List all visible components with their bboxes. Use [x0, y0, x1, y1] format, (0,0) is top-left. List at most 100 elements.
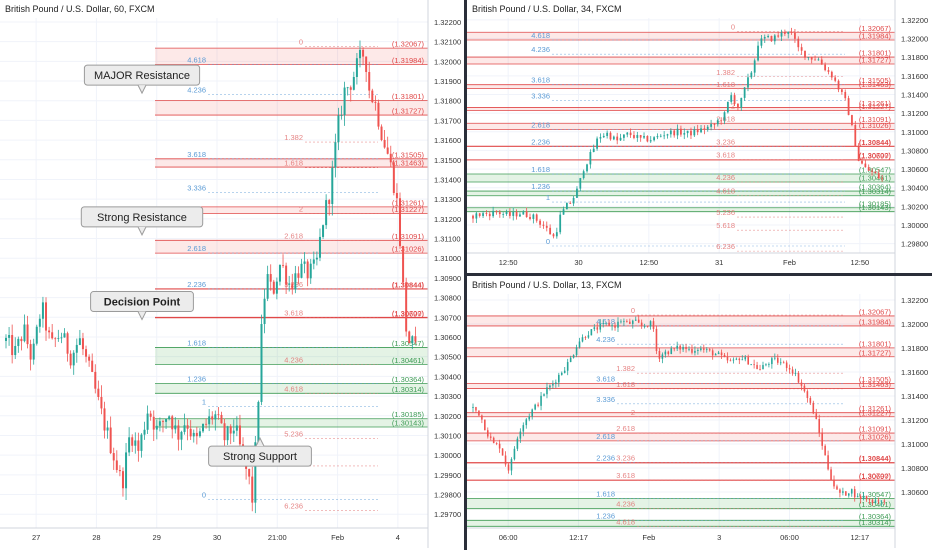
price-zone	[467, 520, 895, 527]
y-tick-label: 1.31600	[901, 368, 928, 377]
candle-body	[770, 36, 773, 42]
y-tick-label: 1.30600	[434, 333, 461, 342]
level-label: (1.30364)	[859, 183, 892, 192]
candle-body	[596, 138, 598, 149]
y-tick-label: 1.30700	[434, 313, 461, 322]
candle-body	[134, 440, 137, 446]
candle-body	[312, 259, 315, 264]
callout-text: Strong Support	[223, 451, 297, 463]
candle-body	[177, 425, 180, 440]
candle-body	[859, 496, 862, 500]
candle-body	[827, 455, 829, 470]
candle-body	[617, 321, 619, 328]
candle-body	[818, 419, 821, 433]
candle-body	[220, 414, 223, 424]
candle-body	[877, 173, 880, 179]
fib-label: 1.618	[284, 159, 303, 168]
candle-body	[69, 353, 72, 366]
level-label: (1.31505)	[392, 150, 425, 159]
fib-label: 2.618	[596, 432, 615, 441]
candle-body	[165, 418, 168, 422]
candle-body	[619, 137, 622, 141]
candle-body	[877, 500, 880, 502]
candle-body	[842, 491, 844, 493]
fib-label: 3.236	[284, 280, 303, 289]
candle-body	[481, 415, 483, 420]
candle-body	[549, 227, 552, 235]
candle-body	[411, 336, 414, 343]
candle-body	[735, 358, 738, 360]
candle-body	[337, 115, 340, 143]
candle-body	[783, 32, 786, 34]
candle-body	[94, 371, 97, 389]
chart-panel-60[interactable]: 1.32200 1.32100 1.32000 1.31900 1.31800 1.317…	[0, 0, 464, 550]
x-tick-label: 06:00	[499, 533, 518, 542]
y-tick-label: 1.29900	[434, 471, 461, 480]
fib-label: 6.236	[716, 242, 735, 251]
candle-body	[703, 348, 705, 350]
price-zone	[467, 412, 895, 417]
y-tick-label: 1.31700	[434, 116, 461, 125]
candles-group	[472, 27, 884, 239]
candle-body	[472, 407, 474, 408]
level-label: (1.30461)	[392, 356, 425, 365]
y-tick-label: 1.32200	[901, 16, 928, 25]
candle-body	[599, 137, 602, 139]
chart-panel-34[interactable]: 1.32200 1.32000 1.31800 1.31600 1.31400 1.312…	[467, 0, 932, 273]
candle-body	[392, 162, 395, 193]
annotation-callout[interactable]: Decision Point	[90, 291, 194, 321]
candle-body	[11, 335, 14, 356]
candle-body	[272, 281, 275, 294]
y-tick-label: 1.30100	[434, 431, 461, 440]
price-zone	[467, 32, 895, 41]
candle-body	[646, 326, 649, 327]
chart-34-svg[interactable]: 1.32200 1.32000 1.31800 1.31600 1.31400 1.312…	[467, 0, 932, 273]
fib-label: 2	[731, 102, 735, 111]
candle-body	[513, 448, 516, 460]
candle-body	[109, 427, 112, 454]
candle-body	[853, 489, 856, 498]
chart-title: British Pound / U.S. Dollar, 13, FXCM	[472, 280, 622, 290]
chart-13-svg[interactable]: 1.32200 1.32000 1.31800 1.31600 1.31400 1.312…	[467, 276, 932, 550]
fib-label: 1.618	[616, 380, 635, 389]
candle-body	[765, 364, 767, 366]
candle-body	[629, 132, 632, 136]
candle-body	[659, 135, 662, 137]
candle-body	[251, 476, 254, 503]
fib-label: 6.236	[284, 501, 303, 510]
candle-body	[149, 413, 152, 417]
candle-body	[88, 356, 91, 361]
fib-label: 2.618	[187, 244, 206, 253]
chart-60-svg[interactable]: 1.32200 1.32100 1.32000 1.31900 1.31800 1.317…	[0, 0, 464, 550]
candle-body	[700, 348, 702, 350]
candle-body	[226, 426, 229, 441]
candle-body	[720, 352, 723, 356]
candle-body	[229, 426, 232, 434]
candle-body	[847, 98, 850, 116]
candle-body	[633, 135, 635, 138]
candle-body	[720, 120, 723, 122]
candle-body	[602, 322, 605, 324]
annotation-callout[interactable]: Strong Support	[208, 437, 312, 467]
candle-body	[195, 432, 198, 437]
candle-body	[652, 321, 655, 329]
candle-body	[484, 419, 486, 431]
level-label: (1.31026)	[392, 245, 425, 254]
candle-body	[399, 198, 402, 247]
candle-body	[155, 425, 158, 430]
candle-body	[214, 414, 217, 420]
annotation-callout[interactable]: Strong Resistance	[80, 206, 204, 236]
chart-panel-13[interactable]: 1.32200 1.32000 1.31800 1.31600 1.31400 1.312…	[467, 276, 932, 550]
candle-body	[205, 423, 208, 425]
candle-body	[315, 257, 318, 260]
candle-body	[587, 335, 590, 338]
annotation-callout[interactable]: MAJOR Resistance	[83, 64, 201, 95]
candle-body	[282, 264, 285, 266]
candle-body	[365, 56, 368, 73]
candles-group	[472, 315, 886, 506]
x-tick-label: Feb	[642, 533, 655, 542]
candle-body	[780, 32, 783, 37]
candle-body	[529, 217, 531, 219]
candle-body	[730, 95, 733, 102]
candle-body	[48, 330, 51, 333]
